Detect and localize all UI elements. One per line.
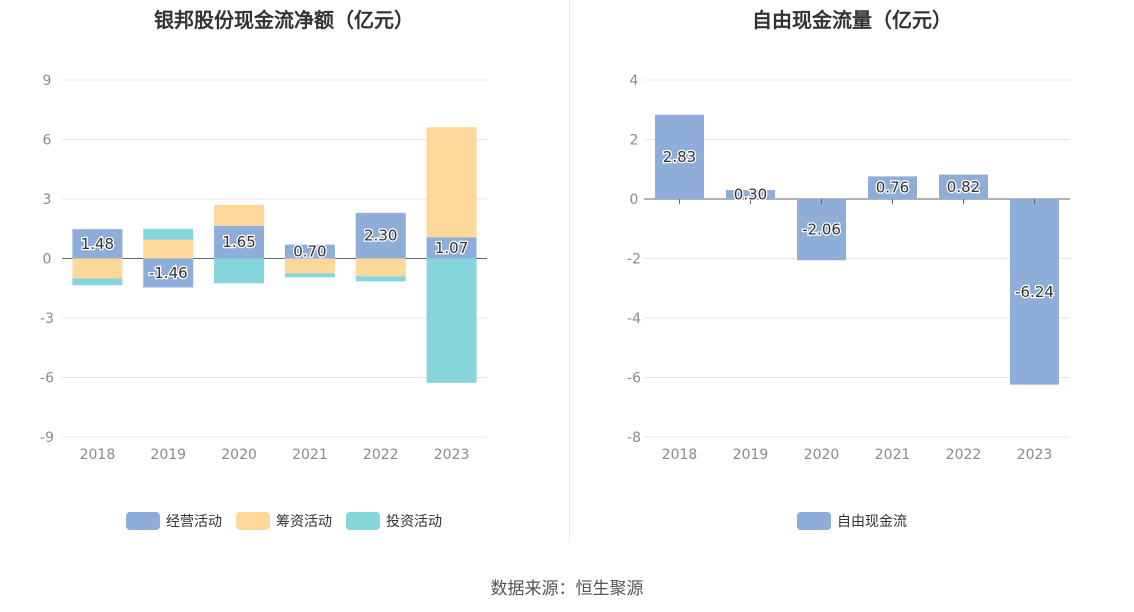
data-label: -6.24 — [1015, 283, 1054, 301]
bar-2019-series-0 — [726, 190, 775, 199]
y-tick-label: -6 — [40, 371, 54, 387]
legend-label: 自由现金流 — [837, 514, 907, 530]
bar-2020-series-2 — [214, 258, 265, 284]
y-tick-label: 3 — [43, 192, 52, 208]
data-source: 数据来源：恒生聚源 — [490, 579, 644, 599]
y-tick-label: -9 — [40, 430, 54, 446]
bar-2023-series-1 — [426, 127, 477, 238]
x-tick-label: 2020 — [221, 447, 257, 463]
data-label: 1.48 — [81, 235, 114, 253]
data-label: 0.30 — [734, 186, 767, 204]
x-tick-label: 2021 — [875, 447, 911, 463]
legend-label: 投资活动 — [386, 514, 442, 530]
legend-swatch — [346, 512, 380, 530]
bar-2019-series-0 — [143, 258, 194, 288]
data-label: 1.65 — [222, 233, 255, 251]
bar-2020-series-0 — [797, 199, 846, 261]
bar-2022-series-2 — [355, 276, 406, 282]
x-tick-label: 2020 — [804, 447, 840, 463]
bar-2020-series-1 — [214, 204, 265, 226]
y-tick-label: 0 — [43, 252, 52, 268]
y-tick-label: -3 — [40, 311, 54, 327]
free-cash-flow-chart: 自由现金流量（亿元） 4 2 0 -2 -4 -6 -8 2018 2019 2020 2021 20… — [570, 0, 1134, 560]
x-tick-label: 2018 — [80, 447, 116, 463]
bars — [655, 114, 1059, 385]
bar-2021-series-1 — [284, 258, 335, 274]
x-tick-label: 2018 — [662, 447, 698, 463]
legend-swatch — [797, 512, 831, 530]
legend-label: 经营活动 — [166, 514, 222, 530]
y-tick-label: 4 — [630, 73, 639, 89]
bar-2020-series-0 — [214, 225, 265, 259]
data-label: -1.46 — [149, 264, 188, 282]
bar-2018-series-1 — [72, 258, 123, 279]
legend: 经营活动 筹资活动 投资活动 — [0, 511, 568, 531]
bar-2021-series-2 — [284, 273, 335, 278]
data-label: -2.06 — [802, 221, 841, 239]
bar-2019-series-2 — [143, 228, 194, 240]
bar-2021-series-0 — [284, 244, 335, 259]
legend-swatch — [236, 512, 270, 530]
chart-title: 银邦股份现金流净额（亿元） — [154, 8, 414, 32]
bar-2022-series-0 — [939, 174, 988, 199]
bar-2018-series-2 — [72, 278, 123, 286]
bar-2023-series-2 — [426, 258, 477, 383]
bar-2018-series-0 — [72, 229, 123, 259]
legend-item[interactable]: 自由现金流 — [797, 511, 907, 531]
x-tick-label: 2019 — [150, 447, 186, 463]
data-label: 2.30 — [364, 227, 397, 245]
legend-item[interactable]: 经营活动 — [126, 511, 222, 531]
cash-flow-net-chart: 银邦股份现金流净额（亿元） 9 6 3 0 -3 -6 -9 2018 2019 2020 2021… — [0, 0, 568, 560]
y-tick-label: -6 — [627, 371, 641, 387]
bar-2019-series-1 — [143, 239, 194, 259]
legend-swatch — [126, 512, 160, 530]
bars — [72, 127, 477, 383]
x-tick-label: 2023 — [1017, 447, 1053, 463]
y-tick-label: 9 — [43, 73, 52, 89]
legend-label: 筹资活动 — [276, 514, 332, 530]
x-tick-label: 2023 — [434, 447, 470, 463]
bar-2018-series-0 — [655, 114, 704, 199]
panel-divider — [569, 0, 570, 542]
data-label: 0.70 — [293, 243, 326, 261]
x-tick-label: 2019 — [733, 447, 769, 463]
data-label: 0.76 — [876, 179, 909, 197]
chart-title: 自由现金流量（亿元） — [752, 8, 952, 32]
y-tick-label: -4 — [627, 311, 641, 327]
cash-flow-plot: 9 6 3 0 -3 -6 -9 2018 2019 2020 2021 2022 2023 1.48 -1… — [40, 73, 487, 463]
y-tick-label: 0 — [630, 192, 639, 208]
data-label: 2.83 — [663, 148, 696, 166]
bar-2023-series-0 — [426, 237, 477, 259]
y-tick-label: 2 — [630, 133, 639, 149]
legend: 自由现金流 — [570, 511, 1134, 531]
data-label: 0.82 — [947, 178, 980, 196]
x-tick-label: 2022 — [363, 447, 399, 463]
x-tick-label: 2022 — [946, 447, 982, 463]
y-tick-label: -2 — [627, 252, 641, 268]
bar-2022-series-1 — [355, 258, 406, 277]
data-label: 1.07 — [435, 239, 468, 257]
bar-2023-series-0 — [1010, 199, 1059, 385]
bar-2021-series-0 — [868, 176, 917, 199]
y-tick-label: 6 — [43, 133, 52, 149]
bar-2022-series-0 — [355, 212, 406, 259]
legend-item[interactable]: 筹资活动 — [236, 511, 332, 531]
x-tick-label: 2021 — [292, 447, 328, 463]
y-tick-label: -8 — [627, 430, 641, 446]
free-cash-flow-plot: 4 2 0 -2 -4 -6 -8 2018 2019 2020 2021 2022 2023 2.83 0… — [627, 73, 1070, 463]
legend-item[interactable]: 投资活动 — [346, 511, 442, 531]
